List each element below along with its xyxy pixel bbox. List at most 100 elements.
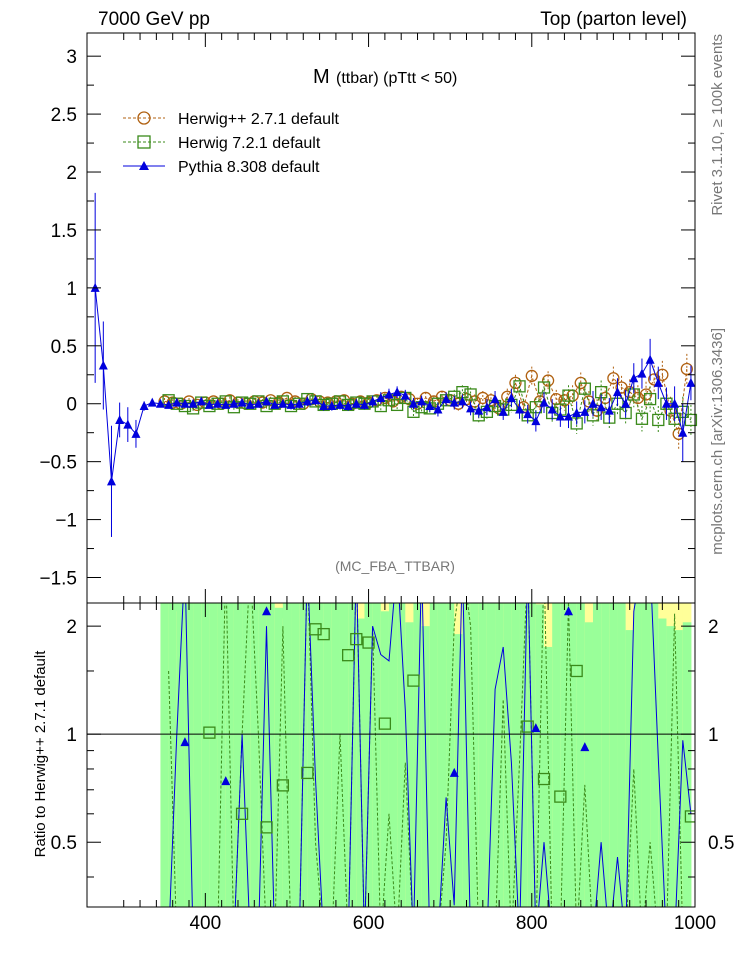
ratio-point-pythia <box>564 606 574 616</box>
ratio-point-herwig7 <box>362 636 375 649</box>
data-point <box>376 392 386 402</box>
data-point <box>656 368 669 381</box>
mcplots-label: mcplots.cern.ch [arXiv:1306.3436] <box>709 328 726 555</box>
data-point <box>155 398 165 408</box>
series-2 <box>90 192 696 537</box>
legend-item-herwigpp: Herwig++ 2.7.1 default <box>123 111 340 128</box>
data-point <box>555 411 565 421</box>
ratio-point-herwig7 <box>203 726 216 739</box>
data-point <box>464 388 477 401</box>
band-green <box>633 603 643 907</box>
data-point <box>359 399 369 409</box>
band-green <box>160 603 170 907</box>
data-point <box>180 398 190 408</box>
ratio-ylabel: Ratio to Herwig++ 2.7.1 default <box>32 650 49 858</box>
main-ytick-label: −1.5 <box>39 569 77 590</box>
band-green <box>609 603 618 907</box>
data-point <box>664 404 677 417</box>
band-green <box>592 603 602 907</box>
data-point <box>280 391 294 405</box>
data-point <box>441 394 451 404</box>
ratio-point-herwig7 <box>260 821 273 834</box>
ratio-point-pythia <box>449 767 459 777</box>
ratio-ytick-label: 1 <box>66 725 77 746</box>
data-point <box>607 372 620 385</box>
ratio-line-2 <box>169 603 692 907</box>
data-point <box>235 396 249 409</box>
legend-label-herwigpp: Herwig++ 2.7.1 default <box>178 111 340 128</box>
data-point <box>562 389 575 402</box>
data-point <box>541 374 555 387</box>
data-point <box>237 397 247 407</box>
data-point <box>629 373 639 383</box>
data-point <box>539 397 549 407</box>
data-point <box>525 369 538 383</box>
data-point <box>368 396 378 406</box>
band-green <box>250 603 259 907</box>
data-point <box>509 376 522 390</box>
data-point <box>221 399 231 409</box>
data-point <box>680 362 693 376</box>
band-green <box>617 603 627 907</box>
main-ytick-label: −0.5 <box>39 453 77 474</box>
band-green <box>478 603 488 907</box>
band-green <box>388 603 398 907</box>
data-point <box>468 395 481 408</box>
band-green <box>372 603 382 907</box>
rivet-label: Rivet 3.1.10, ≥ 100k events <box>709 34 726 216</box>
data-point <box>580 406 590 416</box>
ratio-point-pythia <box>221 776 231 786</box>
data-point <box>678 427 688 437</box>
band-green <box>282 603 292 907</box>
legend-item-pythia: Pythia 8.308 default <box>123 159 320 176</box>
data-point <box>188 398 198 408</box>
band-green <box>503 603 512 907</box>
main-plot-area <box>90 192 698 537</box>
band-green <box>233 603 243 907</box>
ratio-ytick-label-right: 0.5 <box>708 833 734 854</box>
band-green <box>315 603 325 907</box>
data-point <box>515 404 525 414</box>
band-green <box>380 611 390 907</box>
band-green <box>437 603 447 907</box>
band-green <box>495 603 504 907</box>
band-green <box>323 603 333 907</box>
ratio-point-herwig7 <box>317 627 330 641</box>
data-point <box>343 401 353 411</box>
data-point <box>645 354 655 364</box>
data-point <box>572 408 582 417</box>
ratio-point-herwig7 <box>570 664 583 678</box>
data-point <box>643 392 657 406</box>
band-green <box>446 603 455 907</box>
data-point <box>498 406 508 416</box>
data-point <box>172 397 182 407</box>
data-point <box>286 399 296 409</box>
data-point <box>578 382 591 395</box>
data-point <box>621 398 631 408</box>
data-point <box>106 476 116 486</box>
ratio-ytick-label: 2 <box>66 617 77 638</box>
ratio-point-pythia <box>180 737 190 747</box>
legend-item-herwig7: Herwig 7.2.1 default <box>123 135 321 152</box>
main-panel: (MC_FBA_TTBAR) M (ttbar) (pTtt < 50) Her… <box>39 32 698 604</box>
band-green <box>217 603 227 907</box>
band-green <box>486 603 496 907</box>
band-green <box>397 603 406 907</box>
data-point <box>652 413 665 427</box>
ratio-point-herwig7 <box>309 623 322 636</box>
ratio-xtick-label: 600 <box>353 913 385 934</box>
legend: Herwig++ 2.7.1 default Herwig 7.2.1 defa… <box>123 111 340 176</box>
band-green <box>201 603 210 907</box>
main-ytick-label: 1 <box>66 279 77 300</box>
data-point <box>384 389 394 399</box>
legend-marker-herwig7 <box>137 135 151 149</box>
data-point <box>390 398 404 412</box>
header-left: 7000 GeV pp <box>98 9 210 30</box>
data-point <box>196 396 206 406</box>
band-green <box>209 603 219 907</box>
ratio-point-pythia <box>262 606 272 616</box>
data-point <box>449 397 459 407</box>
data-point <box>466 403 476 413</box>
data-point <box>531 416 541 426</box>
band-green <box>331 603 341 907</box>
